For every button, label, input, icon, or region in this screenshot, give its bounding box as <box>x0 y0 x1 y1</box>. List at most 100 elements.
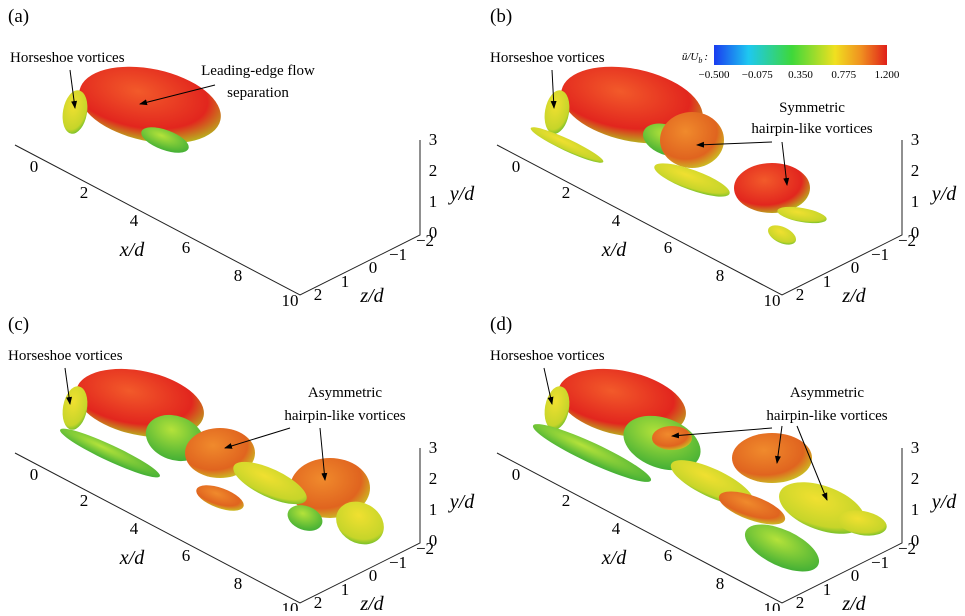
panel-label: (b) <box>490 6 512 27</box>
x-tick-label: 6 <box>182 238 191 257</box>
y-tick-label: 0 <box>429 223 438 242</box>
colorbar-label-sub: b <box>698 56 702 65</box>
vortex-isosurface <box>767 225 797 245</box>
panel-label: (c) <box>8 314 29 335</box>
vortex-isosurface <box>141 127 189 153</box>
x-axis-label: x/d <box>601 239 627 261</box>
y-tick-label: 2 <box>911 161 920 180</box>
x-tick-label: 2 <box>562 183 571 202</box>
annotation-arrow <box>781 141 790 186</box>
annotation-arrow <box>64 367 73 405</box>
annotation: Asymmetric <box>790 385 864 401</box>
z-tick-label: 2 <box>314 285 323 304</box>
x-tick-label: 8 <box>234 574 243 593</box>
vortex-isosurface <box>79 66 221 144</box>
colorbar-tick-label: 0.350 <box>788 69 813 81</box>
y-tick-label: 3 <box>911 438 920 457</box>
annotation-arrow <box>319 427 328 481</box>
vortex-isosurface <box>60 428 160 478</box>
z-axis-label: z/d <box>359 593 384 611</box>
vortex-isosurface <box>62 90 88 134</box>
vortex-isosurface <box>233 461 307 505</box>
annotation: Symmetric <box>779 100 845 116</box>
y-tick-label: 1 <box>429 500 438 519</box>
axis-frame <box>14 140 421 296</box>
annotation: Leading-edge flow <box>201 63 315 79</box>
panel-label: (a) <box>8 6 29 27</box>
y-axis-label: y/d <box>448 491 475 513</box>
x-tick-label: 2 <box>562 491 571 510</box>
vortex-isosurface <box>196 485 244 511</box>
z-axis-label: z/d <box>841 593 866 611</box>
annotation: Horseshoe vortices <box>10 50 125 66</box>
annotation-arrow <box>671 427 773 439</box>
annotation: separation <box>227 85 289 101</box>
z-tick-label: −1 <box>871 245 889 264</box>
z-tick-label: 2 <box>796 285 805 304</box>
z-axis-label: z/d <box>841 285 866 307</box>
axis-frame <box>496 448 903 604</box>
z-tick-label: 0 <box>851 566 860 585</box>
annotation: hairpin-like vortices <box>766 408 887 424</box>
vortex-isosurface <box>287 505 323 531</box>
y-tick-label: 2 <box>429 469 438 488</box>
annotation-arrow <box>139 84 216 106</box>
axis-frame <box>14 448 421 604</box>
y-tick-label: 3 <box>911 130 920 149</box>
x-tick-label: 6 <box>182 546 191 565</box>
colorbar-tick-label: −0.075 <box>742 69 773 81</box>
annotation-arrow <box>796 425 828 501</box>
annotation-arrow <box>774 425 783 464</box>
x-tick-label: 8 <box>716 574 725 593</box>
x-axis-label: x/d <box>119 239 145 261</box>
y-axis-label: y/d <box>448 183 475 205</box>
annotation-arrow <box>543 367 554 405</box>
colorbar <box>714 45 887 65</box>
x-tick-label: 4 <box>612 211 621 230</box>
x-tick-label: 2 <box>80 183 89 202</box>
annotation-arrow <box>696 141 773 148</box>
y-tick-label: 0 <box>911 531 920 550</box>
x-tick-label: 8 <box>234 266 243 285</box>
annotation: Horseshoe vortices <box>490 348 605 364</box>
z-tick-label: 0 <box>851 258 860 277</box>
x-tick-label: 10 <box>282 599 299 611</box>
vortex-isosurface <box>734 163 810 213</box>
vortex-isosurface <box>336 501 384 545</box>
vortex-isosurface <box>718 491 786 525</box>
z-tick-label: −2 <box>898 231 916 250</box>
x-axis-label: x/d <box>601 547 627 569</box>
vortex-isosurface <box>532 424 652 482</box>
z-tick-label: −2 <box>416 231 434 250</box>
panel-label: (d) <box>490 314 512 335</box>
y-tick-label: 0 <box>911 223 920 242</box>
vortex-isosurface <box>660 112 724 168</box>
annotation: hairpin-like vortices <box>284 408 405 424</box>
z-tick-label: 1 <box>341 580 350 599</box>
y-axis-label: y/d <box>930 491 957 513</box>
annotation: hairpin-like vortices <box>751 121 872 137</box>
annotation: Asymmetric <box>308 385 382 401</box>
x-tick-label: 6 <box>664 238 673 257</box>
x-tick-label: 10 <box>764 291 781 310</box>
x-tick-label: 8 <box>716 266 725 285</box>
x-tick-label: 0 <box>30 157 39 176</box>
x-tick-label: 10 <box>764 599 781 611</box>
z-tick-label: −2 <box>416 539 434 558</box>
z-tick-label: 1 <box>823 272 832 291</box>
annotation: Horseshoe vortices <box>490 50 605 66</box>
x-tick-label: 4 <box>612 519 621 538</box>
vortex-isosurface <box>732 433 812 483</box>
y-tick-label: 1 <box>429 192 438 211</box>
y-axis-label: y/d <box>930 183 957 205</box>
z-tick-label: 0 <box>369 566 378 585</box>
y-tick-label: 1 <box>911 192 920 211</box>
colorbar-label-main: ū/U <box>682 51 700 63</box>
y-tick-label: 3 <box>429 438 438 457</box>
colorbar-label-suffix: : <box>704 51 708 63</box>
z-axis-label: z/d <box>359 285 384 307</box>
